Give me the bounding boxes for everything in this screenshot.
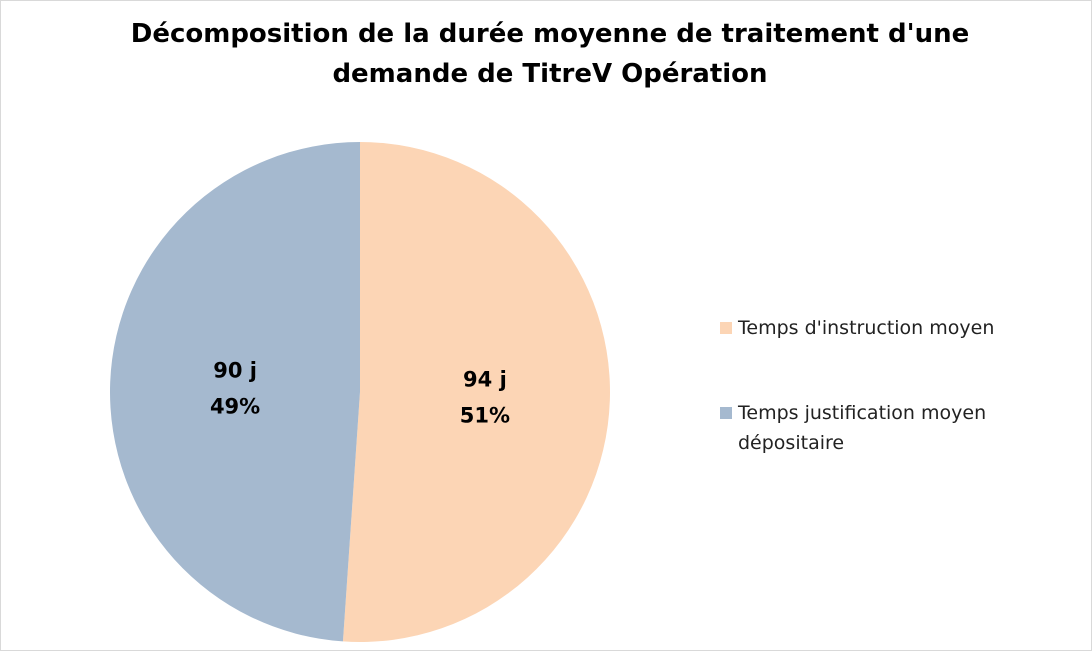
data-label: 94 j — [463, 367, 507, 391]
legend-swatch — [720, 322, 732, 334]
chart-title: Décomposition de la durée moyenne de tra… — [130, 19, 970, 89]
legend-label: Temps justification moyen dépositaire — [738, 402, 987, 454]
legend-swatch — [720, 407, 732, 419]
data-label: 90 j — [213, 359, 257, 383]
pie-slice — [342, 142, 610, 642]
legend-entry: Temps justification moyen dépositaire — [720, 398, 1050, 458]
percentage-label: 51% — [460, 403, 510, 427]
pie-slice — [109, 142, 360, 642]
legend-label: Temps d'instruction moyen — [738, 317, 995, 339]
percentage-label: 49% — [210, 395, 260, 419]
legend-entry: Temps d'instruction moyen — [720, 313, 1050, 343]
